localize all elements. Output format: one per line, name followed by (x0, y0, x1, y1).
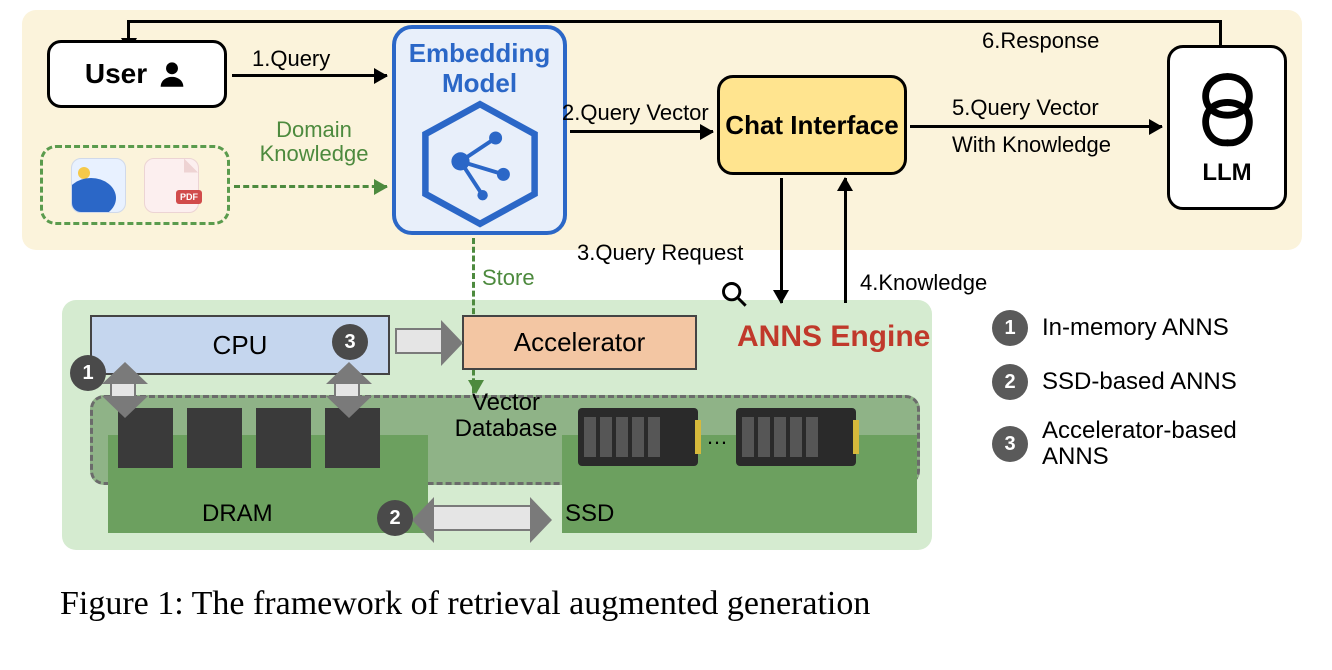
legend-item: 3 Accelerator-based ANNS (992, 418, 1302, 471)
anns-engine-label: ANNS Engine (737, 320, 930, 354)
user-label: User (85, 58, 147, 90)
ssd-stick (736, 408, 856, 466)
dram-chip (187, 408, 242, 468)
edge-knowledge-label: 4.Knowledge (860, 270, 987, 296)
badge-1-on-diagram: 1 (70, 355, 106, 391)
edge-store-label: Store (482, 265, 535, 291)
legend: 1 In-memory ANNS 2 SSD-based ANNS 3 Acce… (992, 310, 1302, 471)
accelerator-node: Accelerator (462, 315, 697, 370)
edge5a-label: 5.Query Vector (952, 95, 1099, 121)
user-icon (155, 57, 189, 91)
legend-item: 1 In-memory ANNS (992, 310, 1302, 346)
figure-caption: Figure 1: The framework of retrieval aug… (60, 585, 870, 623)
llm-label: LLM (1202, 159, 1251, 187)
edge-cpu-dram (110, 382, 136, 398)
image-file-icon (71, 158, 126, 213)
legend-item: 2 SSD-based ANNS (992, 364, 1302, 400)
domain-knowledge-node: PDF (40, 145, 230, 225)
pdf-badge: PDF (176, 190, 202, 204)
legend-text: In-memory ANNS (1042, 314, 1229, 342)
edge-response-label: 6.Response (982, 28, 1099, 54)
edge-cpu-to-accel (395, 328, 443, 354)
edge-domain-label: Domain Knowledge (254, 118, 374, 166)
embedding-hex-icon (415, 99, 545, 229)
edge-query-vector-label: 2.Query Vector (562, 100, 709, 126)
llm-node: LLM (1167, 45, 1287, 210)
ssd-sticks: … (578, 408, 856, 466)
edge5b-label: With Knowledge (952, 132, 1111, 158)
legend-badge: 3 (992, 426, 1028, 462)
edge-query-vector (570, 130, 713, 133)
edge-query-request-label: 3.Query Request (577, 240, 743, 266)
legend-text: SSD-based ANNS (1042, 368, 1237, 396)
ssd-label: SSD (565, 500, 614, 528)
ssd-dots: … (706, 424, 728, 450)
legend-badge: 2 (992, 364, 1028, 400)
chat-label: Chat Interface (725, 111, 898, 140)
chat-interface-node: Chat Interface (717, 75, 907, 175)
embedding-title: Embedding Model (396, 39, 563, 99)
rag-framework-diagram: 6.Response User PDF 1.Query Domain Knowl… (22, 10, 1302, 570)
magnify-icon (720, 280, 748, 308)
llm-knot-icon (1185, 68, 1270, 153)
edge-query-label: 1.Query (252, 46, 330, 72)
edge-dram-ssd (432, 505, 532, 531)
badge-2-on-diagram: 2 (377, 500, 413, 536)
legend-badge: 1 (992, 310, 1028, 346)
edge-query-request (780, 178, 783, 303)
cpu-label: CPU (213, 330, 268, 361)
edge-query (232, 74, 387, 77)
dram-label: DRAM (202, 500, 273, 528)
edge-domain-knowledge (234, 185, 387, 188)
dram-chip (256, 408, 311, 468)
vector-database-label: Vector Database (436, 390, 576, 443)
ssd-stick (578, 408, 698, 466)
pdf-file-icon: PDF (144, 158, 199, 213)
edge-knowledge (844, 178, 847, 303)
legend-text: Accelerator-based ANNS (1042, 418, 1302, 471)
embedding-model-node: Embedding Model (392, 25, 567, 235)
edge-response-line (127, 20, 1222, 23)
edge-cpu-dram-right (334, 382, 360, 398)
edge-query-with-knowledge (910, 125, 1162, 128)
accelerator-label: Accelerator (514, 327, 646, 358)
user-node: User (47, 40, 227, 108)
badge-3-on-diagram: 3 (332, 324, 368, 360)
